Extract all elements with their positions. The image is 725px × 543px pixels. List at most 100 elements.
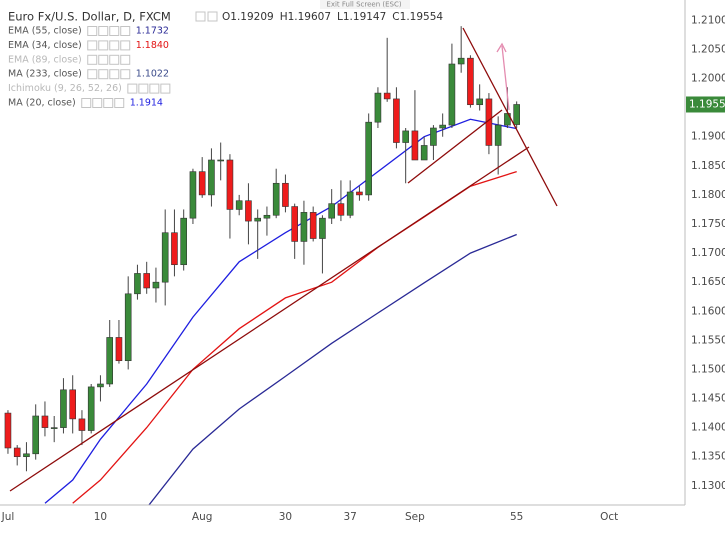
candle-body [328,203,335,219]
legend-icon[interactable] [138,83,149,94]
legend-icon[interactable] [120,69,131,80]
header: Euro Fx/U.S. Dollar, D, FXCM O 1.19209 H 1.… [8,10,443,24]
legend-icon[interactable] [127,83,138,94]
icon[interactable] [207,11,218,22]
legend-value: 1.1840 [136,40,169,51]
legend-value: 1.1732 [136,26,169,37]
ohlc-label: O [222,11,230,23]
candle-body [50,427,58,429]
y-tick-label: 1.15000 [691,363,725,375]
candle-body [402,130,409,143]
legend-name: MA (233, close) [8,69,82,80]
exit-bar[interactable] [320,0,410,9]
chart-title: Euro Fx/U.S. Dollar, D, FXCM [8,10,171,24]
candle-body [189,171,197,219]
price-tag [686,96,725,113]
ohlc-value: 1.19147 [343,11,386,23]
legend-icon[interactable] [109,54,120,65]
legend-icon[interactable] [92,98,103,108]
legend-icon[interactable] [109,40,120,51]
candle-body [41,415,49,428]
legend-icon[interactable] [114,98,125,108]
legend-name: MA (20, close) [8,98,76,109]
legend-icon[interactable] [120,54,131,65]
y-tick-label: 1.18000 [691,189,725,201]
y-tick-label: 1.16500 [691,276,725,288]
x-tick-label: Oct [600,511,618,523]
ohlc-label: C [392,11,399,23]
candle-body [439,124,446,129]
y-tick-label: 1.14000 [691,422,725,434]
candle-body [383,92,391,100]
candle-body [115,337,123,362]
candle-body [198,171,206,196]
legend-icon[interactable] [98,69,109,80]
candle-body [263,214,271,219]
legend-icon[interactable] [120,26,131,36]
candle-body [309,212,317,239]
legend: EMA (55, close) 1.1732 EMA (34, close) 1.18… [8,26,171,109]
candle-body [282,182,289,207]
legend-value: 1.1914 [130,98,163,109]
legend-icon[interactable] [81,98,92,108]
candle-body [374,92,382,123]
candle-body [161,232,169,283]
candle-body [513,104,520,125]
y-tick-label: 1.18500 [691,160,725,172]
legend-name: EMA (89, close) [8,54,82,65]
trend-line [407,109,503,184]
candle-body [13,447,21,458]
legend-value: 1.1022 [136,69,169,80]
x-tick-label: Sep [405,511,425,523]
legend-icon[interactable] [149,83,160,94]
candle-body [69,389,76,420]
y-tick-label: 1.15500 [691,334,725,346]
y-tick-label: 1.13500 [691,451,725,463]
candle-body [124,293,132,362]
candle-body [254,217,261,222]
candle-body [319,217,326,239]
indicator-line [148,233,517,505]
legend-icon[interactable] [98,54,109,65]
ohlc-label: H [280,11,288,23]
candles [4,26,520,472]
candle-body [217,159,224,162]
candle-body [393,98,400,143]
legend-icon[interactable] [87,69,98,80]
legend-icon[interactable] [120,40,131,51]
x-tick-label: Jul [1,511,15,523]
candle-body [171,232,178,266]
price-tag-label: 1.19554 [689,98,725,110]
arrow [501,45,510,111]
icon[interactable] [195,11,206,22]
candle-body [152,281,160,289]
candle-body [78,418,86,431]
x-tick-label: 37 [343,511,356,523]
legend-icon[interactable] [103,98,114,108]
candle-body [32,415,40,455]
legend-icon[interactable] [87,26,98,36]
exit-full-screen[interactable]: Exit Full Screen (ESC) [326,1,401,9]
legend-icon[interactable] [87,40,98,51]
ohlc-value: 1.19209 [230,11,273,23]
legend-icon[interactable] [98,40,109,51]
y-tick-label: 1.20000 [691,73,725,85]
ohlc-value: 1.19607 [288,11,331,23]
candle-body [87,386,95,431]
y-tick-label: 1.21000 [691,14,725,26]
legend-icon[interactable] [109,26,120,36]
candle-body [448,63,456,126]
candle-body [420,145,428,161]
legend-name: EMA (34, close) [8,40,82,51]
legend-icon[interactable] [98,26,109,36]
candle-body [245,200,252,222]
candle-body [235,200,243,210]
y-tick-label: 1.13000 [691,480,725,492]
legend-icon[interactable] [160,83,171,94]
candle-body [494,124,502,146]
legend-icon[interactable] [109,69,120,80]
legend-icon[interactable] [87,54,98,65]
candle-body [291,206,298,242]
candle-body [356,191,363,196]
